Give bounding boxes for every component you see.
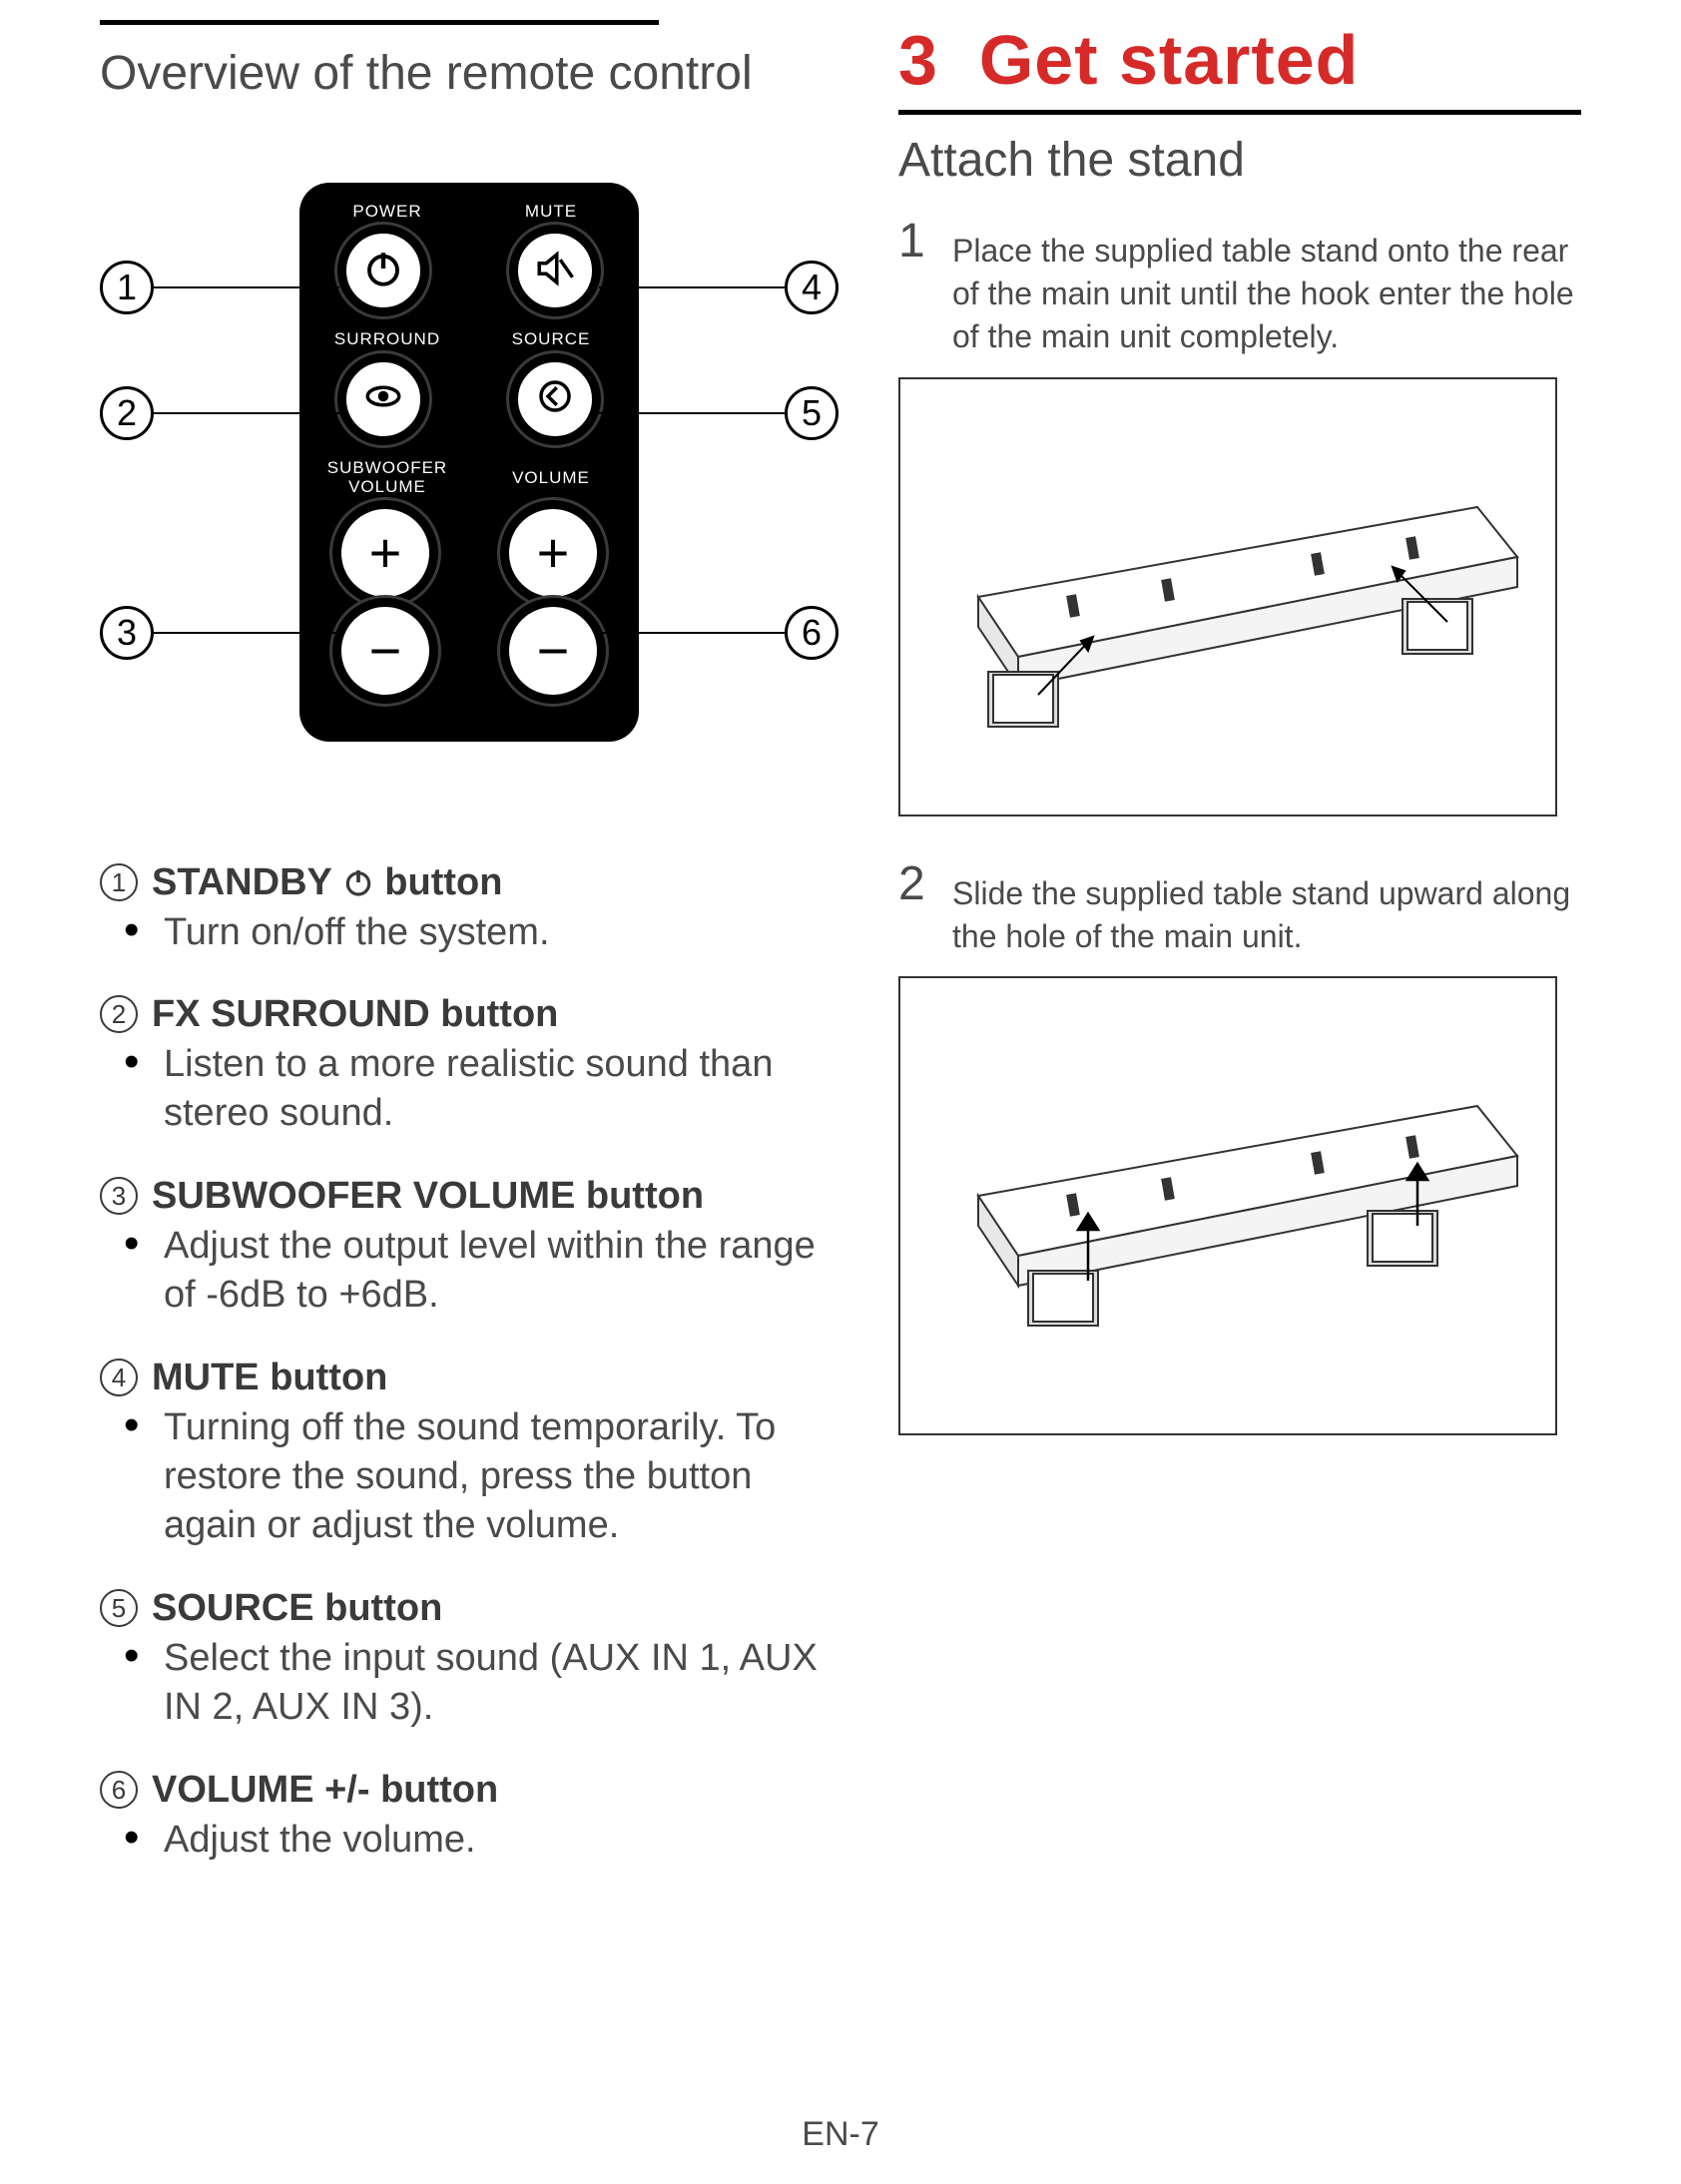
step-num-2: 2 xyxy=(898,860,934,958)
figure-2 xyxy=(898,976,1557,1435)
source-icon xyxy=(534,375,576,422)
step-text-2: Slide the supplied table stand upward al… xyxy=(952,860,1581,958)
figure-1 xyxy=(898,377,1557,817)
step-num-1: 1 xyxy=(898,218,934,359)
callout-num-4: 4 xyxy=(785,261,839,314)
def-5: 5SOURCE button •Select the input sound (… xyxy=(100,1587,839,1733)
def-4: 4MUTE button •Turning off the sound temp… xyxy=(100,1357,839,1551)
def-6: 6VOLUME +/- button •Adjust the volume. xyxy=(100,1769,839,1865)
surround-button xyxy=(343,359,423,439)
section-title: Overview of the remote control xyxy=(100,45,839,103)
def-3: 3SUBWOOFER VOLUME button •Adjust the out… xyxy=(100,1175,839,1321)
def-1: 1 STANDBY button •Turn on/off the system… xyxy=(100,861,839,957)
def-body-4: Turning off the sound temporarily. To re… xyxy=(164,1403,839,1551)
soundbar-diagram-1 xyxy=(918,427,1537,767)
callout-6: 6 xyxy=(599,606,839,660)
def-head-2: FX SURROUND button xyxy=(152,993,558,1036)
top-rule-left xyxy=(100,20,659,25)
vol-down: − xyxy=(506,604,600,698)
def-2: 2FX SURROUND button •Listen to a more re… xyxy=(100,993,839,1139)
def-num-1: 1 xyxy=(100,863,138,901)
label-sub-volume: SUBWOOFER VOLUME xyxy=(317,459,457,496)
def-num-4: 4 xyxy=(100,1359,138,1396)
def-num-6: 6 xyxy=(100,1771,138,1809)
page-number: EN-7 xyxy=(0,2115,1681,2154)
callout-num-6: 6 xyxy=(785,606,839,660)
def-num-3: 3 xyxy=(100,1177,138,1215)
callout-num-5: 5 xyxy=(785,386,839,440)
def-head-1a: STANDBY xyxy=(152,861,331,903)
label-power: POWER xyxy=(317,203,457,222)
callout-4: 4 xyxy=(599,261,839,314)
def-head-1b: button xyxy=(384,861,502,903)
surround-icon xyxy=(362,375,404,422)
def-num-5: 5 xyxy=(100,1589,138,1627)
def-body-6: Adjust the volume. xyxy=(164,1816,476,1865)
callout-5: 5 xyxy=(599,386,839,440)
callout-num-2: 2 xyxy=(100,386,154,440)
step-text-1: Place the supplied table stand onto the … xyxy=(952,218,1581,359)
step-1: 1 Place the supplied table stand onto th… xyxy=(898,218,1581,359)
power-button xyxy=(343,231,423,310)
def-head-4: MUTE button xyxy=(152,1357,387,1399)
def-body-5: Select the input sound (AUX IN 1, AUX IN… xyxy=(164,1634,839,1733)
chapter-title: 3 Get started xyxy=(898,20,1581,100)
chapter-text: Get started xyxy=(979,21,1360,99)
definitions-list: 1 STANDBY button •Turn on/off the system… xyxy=(100,861,839,1865)
def-body-2: Listen to a more realistic sound than st… xyxy=(164,1040,839,1139)
remote-diagram: POWER MUTE xyxy=(100,183,839,802)
label-volume: VOLUME xyxy=(481,459,621,496)
def-num-2: 2 xyxy=(100,995,138,1033)
soundbar-diagram-2 xyxy=(918,1026,1537,1385)
subheading: Attach the stand xyxy=(898,133,1581,188)
mute-icon xyxy=(534,248,576,294)
power-icon-inline xyxy=(342,861,385,903)
def-body-3: Adjust the output level within the range… xyxy=(164,1222,839,1321)
source-button xyxy=(515,359,595,439)
mute-button xyxy=(515,231,595,310)
def-body-1: Turn on/off the system. xyxy=(164,908,550,957)
sub-vol-down: − xyxy=(338,604,432,698)
chapter-num: 3 xyxy=(898,21,938,99)
callout-1: 1 xyxy=(100,261,339,314)
vol-up: + xyxy=(506,506,600,600)
power-icon xyxy=(362,248,404,294)
label-surround: SURROUND xyxy=(317,330,457,349)
callout-num-3: 3 xyxy=(100,606,154,660)
callout-num-1: 1 xyxy=(100,261,154,314)
label-mute: MUTE xyxy=(481,203,621,222)
def-head-3: SUBWOOFER VOLUME button xyxy=(152,1175,704,1218)
volume-stack: + − xyxy=(503,506,603,698)
def-head-6: VOLUME +/- button xyxy=(152,1769,498,1812)
rule-under-chapter xyxy=(898,110,1581,115)
subwoofer-volume-stack: + − xyxy=(335,506,435,698)
sub-vol-up: + xyxy=(338,506,432,600)
step-2: 2 Slide the supplied table stand upward … xyxy=(898,860,1581,958)
callout-3: 3 xyxy=(100,606,339,660)
def-head-5: SOURCE button xyxy=(152,1587,442,1630)
remote-body: POWER MUTE xyxy=(299,183,639,742)
callout-2: 2 xyxy=(100,386,339,440)
label-source: SOURCE xyxy=(481,330,621,349)
